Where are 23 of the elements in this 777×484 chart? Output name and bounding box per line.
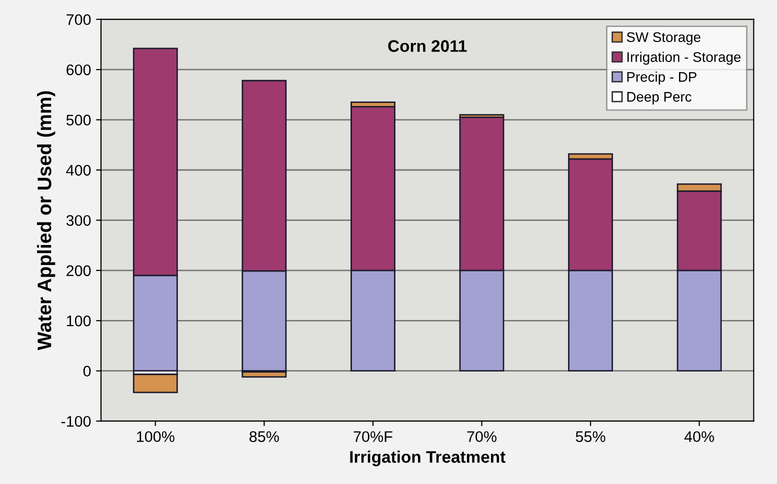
x-tick-label: 70%F [354,431,392,442]
y-tick-label: 100 [66,316,91,326]
y-tick-label: 400 [66,164,91,176]
legend-label: SW Storage [626,32,700,45]
x-tick-label: 100% [137,431,174,442]
legend-label: Precip - DP [627,72,696,85]
y-tick-label: 200 [66,265,91,276]
bar [132,374,178,394]
y-tick-label: 500 [66,114,91,126]
x-tick-label: 70% [467,431,496,442]
x-tick-label: 40% [684,431,714,442]
legend-label: Irrigation - Storage [627,52,741,65]
x-tick-label: 85% [250,431,279,442]
legend-label: Deep Perc [627,92,692,104]
y-tick-label: 700 [66,14,91,26]
x-tick-label: 55% [576,431,606,442]
x-axis-title: Irrigation Treatment [350,450,506,466]
y-tick-label: 600 [66,64,91,76]
text: Corn 2011 [388,40,467,52]
y-tick-label: 0 [83,366,91,377]
y-axis-title: Water Applied or Used (mm) [37,91,56,350]
y-tick-label: -100 [61,416,91,427]
y-tick-label: 300 [66,215,91,226]
